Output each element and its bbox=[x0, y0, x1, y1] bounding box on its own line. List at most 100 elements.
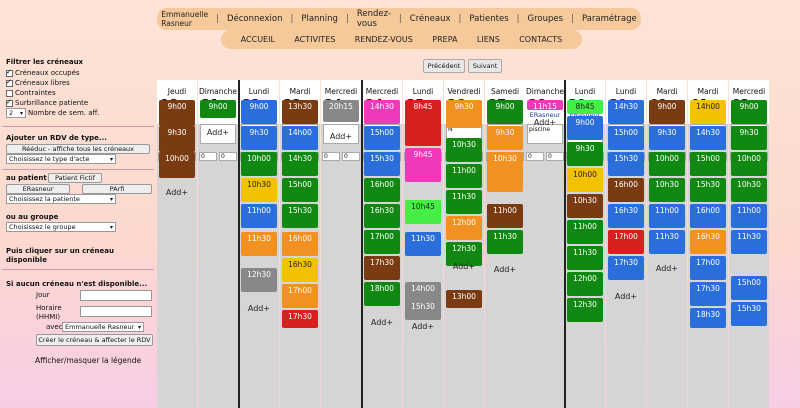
time-input[interactable] bbox=[80, 306, 152, 317]
appointment-slot[interactable]: 10h00 bbox=[159, 152, 195, 178]
next-button[interactable]: Suivant bbox=[468, 59, 502, 73]
appointment-slot[interactable]: 10h30 bbox=[567, 194, 603, 218]
appointment-slot[interactable]: 14h30 bbox=[364, 100, 400, 124]
appointment-slot[interactable]: 13h00 bbox=[446, 290, 482, 308]
subnav-contacts[interactable]: CONTACTS bbox=[519, 35, 563, 44]
add-appointment-link[interactable]: Add+ bbox=[655, 264, 679, 273]
previous-button[interactable]: Précédent bbox=[423, 59, 465, 73]
appointment-slot[interactable]: 11h00 bbox=[241, 204, 277, 228]
appointment-slot[interactable]: 18h00 bbox=[364, 282, 400, 306]
appointment-slot[interactable]: 14h30 bbox=[282, 152, 318, 176]
nav-logout[interactable]: Déconnexion bbox=[226, 14, 283, 24]
appointment-slot[interactable]: 17h30 bbox=[282, 310, 318, 328]
appointment-slot[interactable]: 12h00 bbox=[446, 216, 482, 240]
appointment-slot[interactable]: 15h30 bbox=[364, 152, 400, 176]
add-appointment-link[interactable]: Add+ bbox=[370, 318, 394, 327]
day-note-field[interactable] bbox=[323, 124, 359, 144]
busy-checkbox[interactable] bbox=[6, 68, 13, 77]
appointment-slot[interactable]: 11h30 bbox=[241, 232, 277, 256]
appointment-slot[interactable]: 10h30 bbox=[487, 152, 523, 192]
appointment-slot[interactable]: 15h00 bbox=[731, 276, 767, 300]
appointment-slot[interactable]: 11h00 bbox=[567, 220, 603, 244]
add-appointment-link[interactable]: Add+ bbox=[206, 128, 230, 137]
nav-creneaux[interactable]: Créneaux bbox=[409, 14, 451, 24]
with-select[interactable]: Emmanuelle Rasneur bbox=[62, 322, 144, 332]
subnav-liens[interactable]: LIENS bbox=[476, 35, 500, 44]
appointment-slot[interactable]: 10h30 bbox=[731, 178, 767, 202]
counter-b-input[interactable]: 0 bbox=[219, 152, 237, 161]
appointment-slot[interactable]: 20h15 bbox=[323, 100, 359, 122]
appointment-slot[interactable]: 9h30 bbox=[567, 142, 603, 166]
nav-patientes[interactable]: Patientes bbox=[469, 14, 509, 24]
reeduc-button[interactable]: Rééduc - affiche tous les créneaux bbox=[6, 144, 150, 154]
appointment-slot[interactable]: 17h30 bbox=[608, 256, 644, 280]
day-practitioner[interactable]: ERasneur bbox=[529, 111, 561, 119]
appointment-slot[interactable]: 9h00 bbox=[649, 100, 685, 124]
appointment-slot[interactable]: 9h45 bbox=[405, 148, 441, 182]
appointment-slot[interactable]: 10h00 bbox=[649, 152, 685, 176]
appointment-slot[interactable]: 9h00 bbox=[487, 100, 523, 124]
add-appointment-link[interactable]: Add+ bbox=[614, 292, 638, 301]
appointment-slot[interactable]: 17h00 bbox=[690, 256, 726, 280]
add-appointment-link[interactable]: Add+ bbox=[247, 304, 271, 313]
day-practitioner[interactable]: ERasneur bbox=[569, 111, 601, 119]
appointment-slot[interactable]: 15h30 bbox=[608, 152, 644, 176]
nav-groupes[interactable]: Groupes bbox=[527, 14, 564, 24]
appointment-slot[interactable]: 9h00 bbox=[567, 116, 603, 140]
appointment-slot[interactable]: 14h00 bbox=[282, 126, 318, 150]
appointment-slot[interactable]: 9h00 bbox=[159, 100, 195, 126]
add-appointment-link[interactable]: Add+ bbox=[452, 262, 476, 271]
appointment-slot[interactable]: 16h30 bbox=[690, 230, 726, 254]
appointment-slot[interactable]: 11h30 bbox=[731, 230, 767, 254]
appointment-slot[interactable]: 10h45 bbox=[405, 200, 441, 224]
subnav-rendez-vous[interactable]: RENDEZ-VOUS bbox=[354, 35, 413, 44]
appointment-slot[interactable]: 15h00 bbox=[608, 126, 644, 150]
highlight-checkbox[interactable] bbox=[6, 98, 13, 107]
counter-a-input[interactable]: 0 bbox=[199, 152, 217, 161]
appointment-slot[interactable]: 9h30 bbox=[241, 126, 277, 150]
day-input[interactable] bbox=[80, 290, 152, 301]
type-select[interactable]: Choisissez le type d'acte bbox=[6, 154, 116, 164]
appointment-slot[interactable]: 17h00 bbox=[282, 284, 318, 308]
appointment-slot[interactable]: 8h45 bbox=[405, 100, 441, 146]
add-appointment-link[interactable]: Add+ bbox=[411, 322, 435, 331]
appointment-slot[interactable]: 9h30 bbox=[446, 100, 482, 128]
nav-parametrage[interactable]: Paramétrage bbox=[581, 14, 637, 24]
appointment-slot[interactable]: 18h30 bbox=[690, 308, 726, 328]
appointment-slot[interactable]: 14h30 bbox=[608, 100, 644, 124]
appointment-slot[interactable]: 9h00 bbox=[200, 100, 236, 118]
appointment-slot[interactable]: 14h30 bbox=[690, 126, 726, 150]
parfi-button[interactable]: PArfi bbox=[82, 184, 152, 194]
appointment-slot[interactable]: 11h00 bbox=[487, 204, 523, 228]
appointment-slot[interactable]: 9h00 bbox=[731, 100, 767, 124]
appointment-slot[interactable]: 15h00 bbox=[282, 178, 318, 202]
group-select[interactable]: Choisissez le groupe bbox=[6, 222, 116, 232]
appointment-slot[interactable]: 11h00 bbox=[731, 204, 767, 228]
appointment-slot[interactable]: 15h00 bbox=[364, 126, 400, 150]
appointment-slot[interactable]: 11h30 bbox=[487, 230, 523, 254]
appointment-slot[interactable]: 12h30 bbox=[241, 268, 277, 292]
appointment-slot[interactable]: 11h15 bbox=[527, 100, 563, 110]
appointment-slot[interactable]: 10h30 bbox=[446, 138, 482, 162]
appointment-slot[interactable]: 11h30 bbox=[649, 230, 685, 254]
appointment-slot[interactable]: 16h30 bbox=[282, 258, 318, 282]
appointment-slot[interactable]: 16h30 bbox=[364, 204, 400, 228]
appointment-slot[interactable]: 10h30 bbox=[241, 178, 277, 202]
appointment-slot[interactable]: 9h30 bbox=[649, 126, 685, 150]
subnav-prepa[interactable]: PREPA bbox=[432, 35, 458, 44]
nav-planning[interactable]: Planning bbox=[301, 14, 338, 24]
counter-a-input[interactable]: 0 bbox=[322, 152, 340, 161]
appointment-slot[interactable]: 11h00 bbox=[446, 164, 482, 188]
patient-fictif-button[interactable]: Patient Fictif bbox=[48, 173, 102, 183]
appointment-slot[interactable]: 13h30 bbox=[282, 100, 318, 124]
appointment-slot[interactable]: 15h30 bbox=[690, 178, 726, 202]
appointment-slot[interactable]: 11h00 bbox=[649, 204, 685, 228]
appointment-slot[interactable]: 14h00 bbox=[405, 282, 441, 302]
appointment-slot[interactable]: 15h30 bbox=[405, 300, 441, 320]
appointment-slot[interactable]: 16h00 bbox=[282, 232, 318, 256]
add-appointment-link[interactable]: Add+ bbox=[165, 188, 189, 197]
appointment-slot[interactable]: 17h00 bbox=[608, 230, 644, 254]
appointment-slot[interactable]: 11h30 bbox=[405, 232, 441, 256]
appointment-slot[interactable]: 16h00 bbox=[608, 178, 644, 202]
erasneur-button[interactable]: ERasneur bbox=[6, 184, 70, 194]
